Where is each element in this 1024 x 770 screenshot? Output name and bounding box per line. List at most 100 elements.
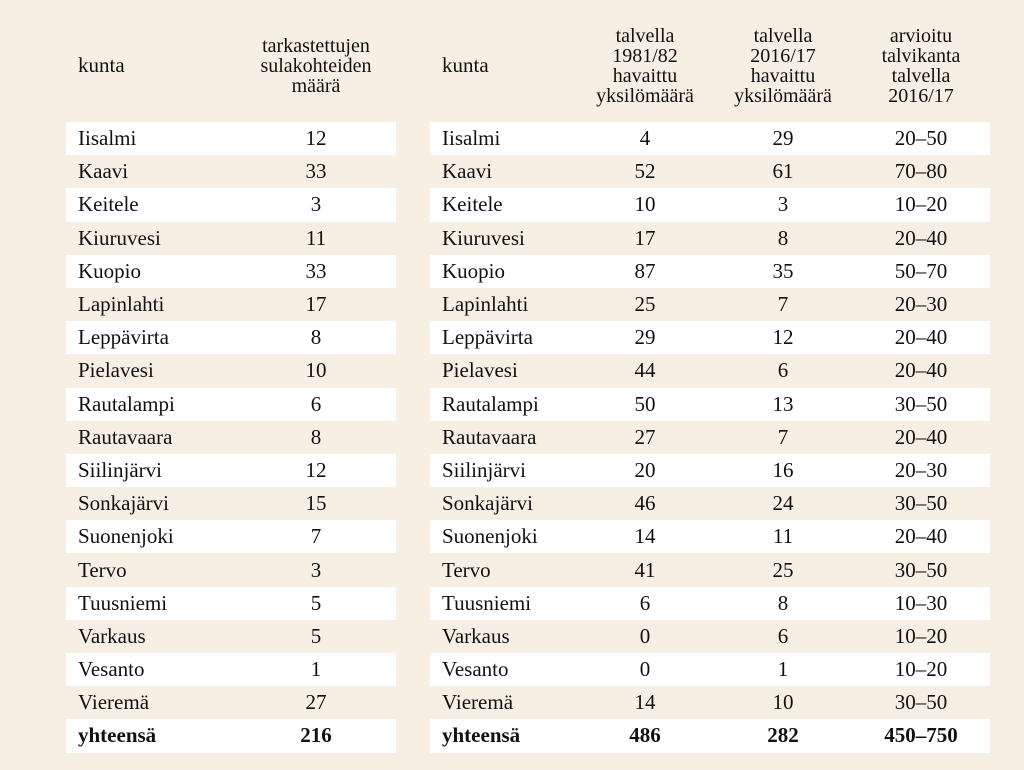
cell-winter-2016: 12 [714, 321, 852, 355]
cell-winter-2016: 7 [714, 287, 852, 322]
cell-total-winter-2016: 282 [714, 719, 852, 753]
cell-winter-2016: 6 [714, 619, 852, 653]
cell-kunta: Tervo [66, 553, 236, 587]
cell-kunta: Rautavaara [66, 420, 236, 454]
header-line: arvioitu [889, 25, 953, 47]
cell-kunta: Kiuruvesi [430, 221, 576, 255]
table-body: Iisalmi 4 29 20–50 Kaavi 52 61 70–80 Keitele 10 3 1… [430, 122, 990, 753]
table-row: Rautalampi 50 13 30–50 [430, 387, 990, 421]
cell-site-count: 5 [236, 619, 396, 653]
table-row: Kuopio 87 35 50–70 [430, 254, 990, 288]
table-row: Vesanto 0 1 10–20 [430, 653, 990, 687]
cell-kunta: Sonkajärvi [66, 487, 236, 521]
table-row: Varkaus 0 6 10–20 [430, 619, 990, 653]
cell-estimate: 20–40 [852, 321, 990, 355]
header-line: havaittu [612, 65, 678, 87]
cell-winter-1981: 14 [576, 686, 714, 720]
cell-kunta: Pielavesi [66, 354, 236, 388]
cell-kunta: Lapinlahti [66, 287, 236, 322]
cell-site-count: 1 [236, 653, 396, 687]
table-row: Tervo 3 [66, 553, 396, 587]
cell-kunta: Lapinlahti [430, 287, 576, 322]
cell-winter-1981: 29 [576, 321, 714, 355]
cell-site-count: 33 [236, 254, 396, 288]
cell-winter-2016: 7 [714, 420, 852, 454]
table-row: Kiuruvesi 17 8 20–40 [430, 221, 990, 255]
cell-kunta: Vesanto [66, 653, 236, 687]
table-row: Siilinjärvi 20 16 20–30 [430, 453, 990, 488]
cell-site-count: 15 [236, 487, 396, 521]
table-row: Vieremä 27 [66, 686, 396, 720]
table-row: Keitele 3 [66, 188, 396, 222]
table-header-row: kunta talvella 1981/82 havaittu yksilömä… [430, 8, 990, 122]
cell-winter-2016: 24 [714, 487, 852, 521]
header-line: talvikanta [881, 45, 961, 67]
cell-kunta: Leppävirta [430, 321, 576, 355]
cell-winter-1981: 25 [576, 287, 714, 322]
cell-kunta: Suonenjoki [66, 520, 236, 554]
table-row: Sonkajärvi 15 [66, 487, 396, 521]
cell-kunta: Iisalmi [430, 122, 576, 156]
table-body: Iisalmi 12 Kaavi 33 Keitele 3 Kiuruvesi 11 Kuopi… [66, 122, 396, 753]
cell-winter-1981: 0 [576, 653, 714, 687]
header-line: havaittu [750, 65, 816, 87]
cell-kunta: Vieremä [66, 686, 236, 720]
table-row: Kaavi 52 61 70–80 [430, 155, 990, 189]
cell-winter-1981: 46 [576, 487, 714, 521]
header-kunta: kunta [442, 52, 489, 77]
cell-site-count: 3 [236, 553, 396, 587]
cell-winter-1981: 14 [576, 520, 714, 554]
cell-site-count: 17 [236, 287, 396, 322]
cell-kunta: Tuusniemi [66, 586, 236, 620]
table-row: Lapinlahti 25 7 20–30 [430, 287, 990, 322]
cell-winter-2016: 13 [714, 387, 852, 421]
cell-total-label: yhteensä [430, 719, 576, 753]
table-row: Rautavaara 8 [66, 420, 396, 454]
municipality-sites-table: kunta tarkastettujen sulakohteiden määrä… [66, 8, 396, 753]
cell-total-label: yhteensä [66, 719, 236, 753]
cell-estimate: 20–30 [852, 453, 990, 488]
cell-winter-1981: 50 [576, 387, 714, 421]
table-row: Tuusniemi 6 8 10–30 [430, 586, 990, 620]
table-row: Leppävirta 8 [66, 321, 396, 355]
table-row: Iisalmi 4 29 20–50 [430, 122, 990, 156]
header-estimate: arvioitu talvikanta talvella 2016/17 [852, 8, 990, 122]
cell-estimate: 30–50 [852, 387, 990, 421]
header-line: määrä [291, 75, 341, 97]
cell-site-count: 7 [236, 520, 396, 554]
header-line: 2016/17 [750, 45, 816, 67]
cell-estimate: 70–80 [852, 155, 990, 189]
cell-kunta: Siilinjärvi [430, 453, 576, 488]
cell-kunta: Rautalampi [66, 387, 236, 421]
cell-site-count: 8 [236, 321, 396, 355]
cell-winter-2016: 3 [714, 188, 852, 222]
cell-site-count: 27 [236, 686, 396, 720]
table-row: Vieremä 14 10 30–50 [430, 686, 990, 720]
table-row: Pielavesi 44 6 20–40 [430, 354, 990, 388]
table-row: Suonenjoki 7 [66, 520, 396, 554]
table-row: Lapinlahti 17 [66, 287, 396, 322]
cell-site-count: 8 [236, 420, 396, 454]
cell-winter-1981: 0 [576, 619, 714, 653]
header-kunta: kunta [78, 52, 125, 77]
header-line: 2016/17 [888, 85, 954, 107]
cell-winter-2016: 16 [714, 453, 852, 488]
cell-kunta: Kiuruvesi [66, 221, 236, 255]
cell-estimate: 20–40 [852, 354, 990, 388]
cell-winter-1981: 20 [576, 453, 714, 488]
cell-site-count: 3 [236, 188, 396, 222]
table-row: Rautalampi 6 [66, 387, 396, 421]
cell-winter-2016: 8 [714, 586, 852, 620]
total-row: yhteensä 486 282 450–750 [430, 719, 990, 753]
cell-estimate: 10–20 [852, 188, 990, 222]
cell-estimate: 30–50 [852, 686, 990, 720]
cell-estimate: 20–40 [852, 520, 990, 554]
table-row: Sonkajärvi 46 24 30–50 [430, 487, 990, 521]
cell-estimate: 10–30 [852, 586, 990, 620]
cell-winter-1981: 87 [576, 254, 714, 288]
cell-estimate: 10–20 [852, 619, 990, 653]
cell-kunta: Keitele [430, 188, 576, 222]
table-row: Pielavesi 10 [66, 354, 396, 388]
cell-site-count: 33 [236, 155, 396, 189]
cell-winter-2016: 10 [714, 686, 852, 720]
